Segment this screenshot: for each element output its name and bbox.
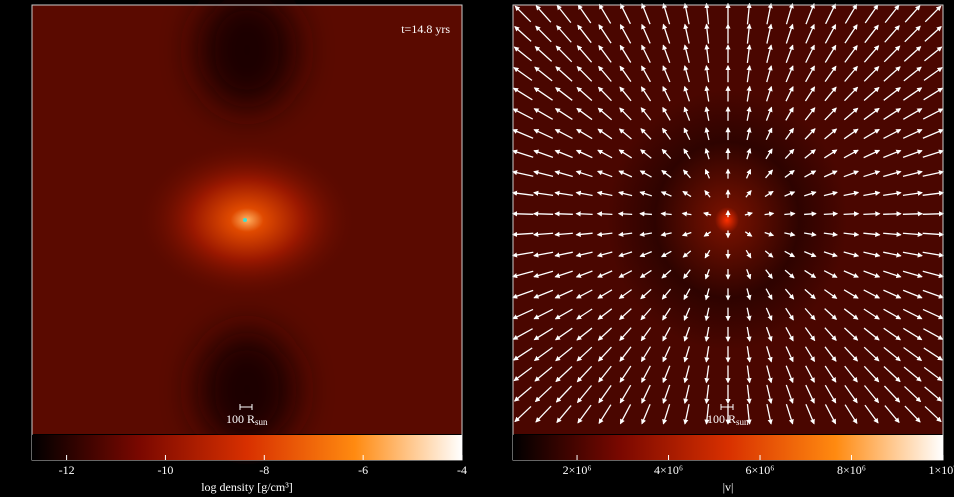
- slow-region: [607, 90, 847, 350]
- velocity-arrow: [903, 214, 922, 215]
- velocity-panel: 2×10⁶4×10⁶6×10⁶8×10⁶1×10⁷|v|100 Rsun: [513, 4, 954, 494]
- colorbar-tick-label: -4: [457, 463, 467, 477]
- velocity-arrow: [863, 214, 879, 215]
- velocity-arrow: [804, 214, 816, 215]
- scale-label-sub: sun: [255, 417, 268, 427]
- colorbar-tick-label: 4×10⁶: [654, 463, 683, 477]
- velocity-arrow: [534, 214, 553, 215]
- colorbar-tick-label: -10: [157, 463, 173, 477]
- velocity-arrow: [555, 214, 573, 215]
- figure: t=14.8 yrs -12 -10 -8 -6 -4 log density [g/cm…: [0, 0, 954, 497]
- colorbar: [32, 435, 462, 460]
- velocity-arrow: [640, 214, 652, 215]
- central-source: [243, 218, 247, 222]
- colorbar-tick-label: -12: [59, 463, 75, 477]
- colorbar-tick-label: -6: [358, 463, 368, 477]
- scale-label-sub: sun: [736, 417, 749, 427]
- colorbar-tick-label: 8×10⁶: [837, 463, 866, 477]
- velocity-arrow: [844, 214, 859, 215]
- colorbar-tick-label: -8: [259, 463, 269, 477]
- arrow-field: [513, 4, 944, 424]
- density-panel: t=14.8 yrs -12 -10 -8 -6 -4 log density [g/cm…: [32, 0, 467, 494]
- colorbar-label: |v|: [723, 480, 734, 494]
- dark-lobe: [197, 330, 297, 450]
- colorbar-tick-label: 1×10⁷: [929, 463, 954, 477]
- colorbar-tick-label: 2×10⁶: [563, 463, 592, 477]
- velocity-arrow: [598, 214, 613, 215]
- velocity-arrow: [923, 214, 944, 215]
- colorbar-label: log density [g/cm³]: [201, 480, 293, 494]
- velocity-arrow: [824, 214, 837, 215]
- time-annotation: t=14.8 yrs: [401, 22, 450, 36]
- colorbar-tick-label: 6×10⁶: [746, 463, 775, 477]
- velocity-arrow: [619, 214, 632, 215]
- velocity-arrow: [576, 214, 592, 215]
- velocity-arrow: [883, 214, 901, 215]
- velocity-arrow: [513, 214, 534, 215]
